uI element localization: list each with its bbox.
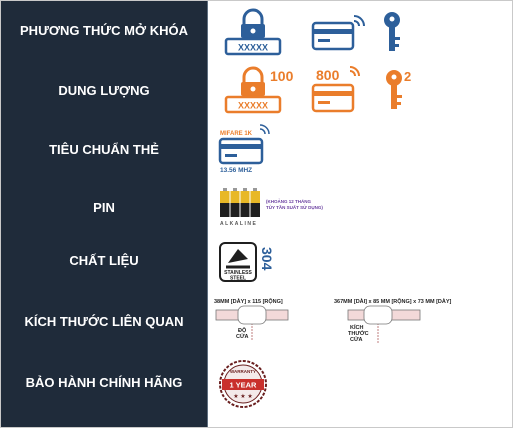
mechanical-key-icon [384, 12, 400, 51]
door-label-line1: ĐỘ [238, 326, 247, 334]
row-label-card-standard: TIÊU CHUẨN THẺ [49, 142, 159, 157]
card-chip-text: MIFARE 1K [220, 131, 253, 137]
row-label-unlock-method: PHƯƠNG THỨC MỞ KHÓA [20, 23, 188, 38]
aa-battery-icon: ALKALINE (KHOẢNG 12 THÁNG TÙY TẦN SUẤT S… [220, 188, 323, 227]
product-label-line2: THƯỚC [348, 329, 369, 337]
steel-label-line1: STAINLESS [224, 270, 252, 276]
steel-grade-text: 304 [259, 247, 275, 271]
row-label-warranty: BẢO HÀNH CHÍNH HÃNG [25, 375, 183, 390]
card-frequency-text: 13.56 MHZ [220, 167, 252, 174]
warranty-badge-text: 1 YEAR [230, 381, 258, 390]
battery-note-line1: (KHOẢNG 12 THÁNG [266, 198, 312, 204]
battery-brand-text: ALKALINE [220, 221, 257, 227]
row-label-battery: PIN [93, 200, 115, 215]
product-size-icon: 367MM [DÀI] x 85 MM [RỘNG] x 73 MM [DÀY]… [334, 297, 452, 344]
warranty-badge-icon: WARRANTY 1 YEAR ★ ★ ★ [219, 360, 267, 408]
door-thickness-icon: 38MM [DÀY] x 115 [RỘNG] ĐỘ CỬA [214, 297, 289, 340]
svg-text:★ ★ ★: ★ ★ ★ [233, 393, 252, 400]
rfid-card-icon [311, 15, 365, 51]
keypad-pin-text: XXXXX [238, 43, 268, 53]
key-capacity-value: 2 [404, 69, 411, 84]
row-label-dimensions: KÍCH THƯỚC LIÊN QUAN [24, 314, 184, 329]
door-label-line2: CỬA [236, 333, 249, 340]
capacity-pin-text: XXXXX [238, 101, 268, 111]
warranty-top-text: WARRANTY [230, 369, 256, 374]
steel-label-line2: STEEL [230, 276, 246, 282]
product-spec-text: 367MM [DÀI] x 85 MM [RỘNG] x 73 MM [DÀY] [334, 297, 452, 305]
row-label-capacity: DUNG LƯỢNG [58, 83, 150, 98]
product-label-line3: CỬA [350, 336, 363, 343]
pin-capacity-value: 100 [270, 68, 294, 84]
battery-note-line2: TÙY TẦN SUẤT SỬ DỤNG) [266, 204, 323, 210]
stainless-steel-icon: STAINLESS STEEL 304 [219, 242, 275, 282]
column-divider [207, 1, 208, 427]
door-spec-text: 38MM [DÀY] x 115 [RỘNG] [214, 297, 283, 305]
key-capacity-icon: 2 [386, 69, 411, 109]
product-label-line1: KÍCH [350, 323, 363, 331]
label-column: PHƯƠNG THỨC MỞ KHÓA DUNG LƯỢNG TIÊU CHUẨ… [1, 1, 207, 427]
card-capacity-icon: 800 [311, 66, 360, 113]
card-capacity-value: 800 [316, 67, 340, 83]
keypad-capacity-icon: XXXXX 100 [224, 66, 294, 114]
mifare-card-icon: MIFARE 1K 13.56 MHZ [218, 124, 270, 174]
keypad-lock-icon: XXXXX [224, 8, 282, 56]
icon-column: XXXXX XXXXX 100 800 [208, 1, 513, 427]
row-label-material: CHẤT LIỆU [69, 253, 139, 268]
